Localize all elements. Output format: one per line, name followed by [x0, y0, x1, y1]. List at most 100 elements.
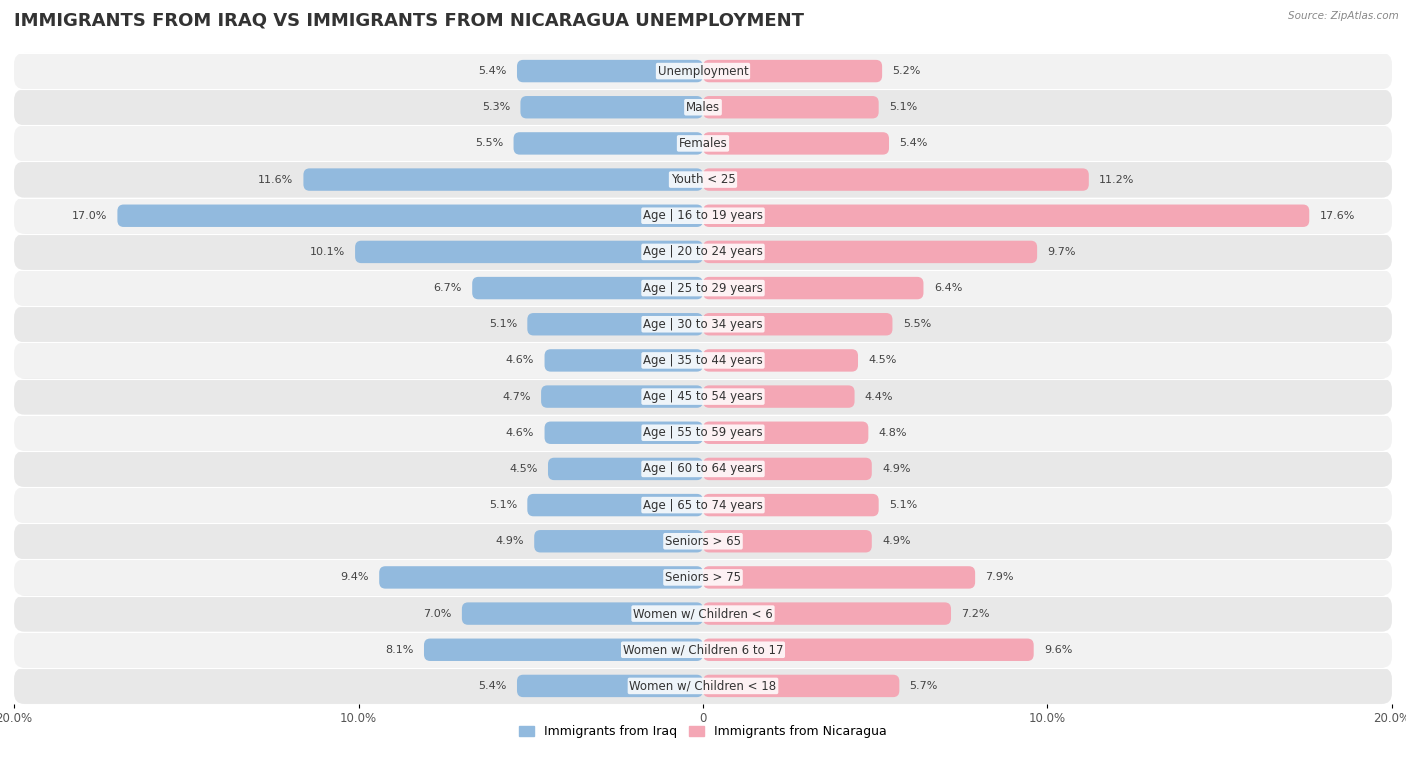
Text: Females: Females: [679, 137, 727, 150]
FancyBboxPatch shape: [14, 596, 1392, 631]
Text: 11.2%: 11.2%: [1099, 175, 1135, 185]
FancyBboxPatch shape: [14, 342, 1392, 378]
FancyBboxPatch shape: [703, 96, 879, 118]
Text: 5.5%: 5.5%: [475, 139, 503, 148]
FancyBboxPatch shape: [703, 458, 872, 480]
Text: 10.1%: 10.1%: [309, 247, 344, 257]
FancyBboxPatch shape: [14, 234, 1392, 270]
Text: 17.0%: 17.0%: [72, 210, 107, 221]
Text: Youth < 25: Youth < 25: [671, 173, 735, 186]
FancyBboxPatch shape: [14, 487, 1392, 523]
Text: Unemployment: Unemployment: [658, 64, 748, 77]
Text: 4.9%: 4.9%: [882, 464, 911, 474]
Text: 4.9%: 4.9%: [495, 536, 524, 547]
Text: 11.6%: 11.6%: [257, 175, 292, 185]
FancyBboxPatch shape: [14, 198, 1392, 234]
Text: 6.4%: 6.4%: [934, 283, 962, 293]
Text: Males: Males: [686, 101, 720, 114]
FancyBboxPatch shape: [14, 53, 1392, 89]
FancyBboxPatch shape: [461, 603, 703, 625]
Text: 5.1%: 5.1%: [489, 319, 517, 329]
FancyBboxPatch shape: [544, 349, 703, 372]
FancyBboxPatch shape: [703, 349, 858, 372]
FancyBboxPatch shape: [703, 385, 855, 408]
FancyBboxPatch shape: [703, 639, 1033, 661]
Legend: Immigrants from Iraq, Immigrants from Nicaragua: Immigrants from Iraq, Immigrants from Ni…: [513, 721, 893, 743]
FancyBboxPatch shape: [14, 306, 1392, 342]
Text: 5.1%: 5.1%: [889, 500, 917, 510]
FancyBboxPatch shape: [472, 277, 703, 299]
FancyBboxPatch shape: [517, 60, 703, 83]
Text: 4.8%: 4.8%: [879, 428, 907, 438]
FancyBboxPatch shape: [380, 566, 703, 589]
Text: 5.2%: 5.2%: [893, 66, 921, 76]
Text: 5.1%: 5.1%: [489, 500, 517, 510]
Text: Age | 65 to 74 years: Age | 65 to 74 years: [643, 499, 763, 512]
FancyBboxPatch shape: [703, 603, 950, 625]
Text: 8.1%: 8.1%: [385, 645, 413, 655]
FancyBboxPatch shape: [356, 241, 703, 263]
Text: Age | 30 to 34 years: Age | 30 to 34 years: [643, 318, 763, 331]
Text: 4.6%: 4.6%: [506, 428, 534, 438]
Text: 4.7%: 4.7%: [502, 391, 531, 401]
Text: 4.6%: 4.6%: [506, 356, 534, 366]
FancyBboxPatch shape: [703, 168, 1088, 191]
Text: Seniors > 75: Seniors > 75: [665, 571, 741, 584]
Text: 7.2%: 7.2%: [962, 609, 990, 618]
Text: 6.7%: 6.7%: [433, 283, 461, 293]
Text: Source: ZipAtlas.com: Source: ZipAtlas.com: [1288, 11, 1399, 21]
FancyBboxPatch shape: [517, 674, 703, 697]
Text: Women w/ Children < 6: Women w/ Children < 6: [633, 607, 773, 620]
Text: 4.5%: 4.5%: [509, 464, 537, 474]
FancyBboxPatch shape: [14, 668, 1392, 704]
FancyBboxPatch shape: [703, 60, 882, 83]
Text: 9.6%: 9.6%: [1045, 645, 1073, 655]
Text: 5.3%: 5.3%: [482, 102, 510, 112]
Text: Women w/ Children < 18: Women w/ Children < 18: [630, 680, 776, 693]
Text: Age | 45 to 54 years: Age | 45 to 54 years: [643, 390, 763, 403]
Text: 7.0%: 7.0%: [423, 609, 451, 618]
FancyBboxPatch shape: [513, 132, 703, 154]
Text: 9.4%: 9.4%: [340, 572, 368, 582]
FancyBboxPatch shape: [425, 639, 703, 661]
FancyBboxPatch shape: [703, 313, 893, 335]
Text: Age | 16 to 19 years: Age | 16 to 19 years: [643, 209, 763, 223]
FancyBboxPatch shape: [14, 559, 1392, 596]
Text: 5.5%: 5.5%: [903, 319, 931, 329]
FancyBboxPatch shape: [117, 204, 703, 227]
FancyBboxPatch shape: [541, 385, 703, 408]
FancyBboxPatch shape: [14, 415, 1392, 451]
Text: 4.4%: 4.4%: [865, 391, 893, 401]
FancyBboxPatch shape: [544, 422, 703, 444]
Text: Age | 25 to 29 years: Age | 25 to 29 years: [643, 282, 763, 294]
Text: Age | 35 to 44 years: Age | 35 to 44 years: [643, 354, 763, 367]
FancyBboxPatch shape: [534, 530, 703, 553]
FancyBboxPatch shape: [14, 631, 1392, 668]
Text: 5.7%: 5.7%: [910, 681, 938, 691]
FancyBboxPatch shape: [527, 313, 703, 335]
Text: 5.4%: 5.4%: [478, 681, 506, 691]
FancyBboxPatch shape: [14, 451, 1392, 487]
Text: Age | 60 to 64 years: Age | 60 to 64 years: [643, 463, 763, 475]
FancyBboxPatch shape: [14, 378, 1392, 415]
Text: Age | 55 to 59 years: Age | 55 to 59 years: [643, 426, 763, 439]
FancyBboxPatch shape: [527, 494, 703, 516]
FancyBboxPatch shape: [520, 96, 703, 118]
Text: Women w/ Children 6 to 17: Women w/ Children 6 to 17: [623, 643, 783, 656]
Text: Age | 20 to 24 years: Age | 20 to 24 years: [643, 245, 763, 258]
FancyBboxPatch shape: [548, 458, 703, 480]
FancyBboxPatch shape: [703, 204, 1309, 227]
Text: 9.7%: 9.7%: [1047, 247, 1076, 257]
Text: 17.6%: 17.6%: [1320, 210, 1355, 221]
FancyBboxPatch shape: [14, 270, 1392, 306]
Text: 5.4%: 5.4%: [900, 139, 928, 148]
FancyBboxPatch shape: [14, 89, 1392, 126]
Text: 5.1%: 5.1%: [889, 102, 917, 112]
FancyBboxPatch shape: [703, 422, 869, 444]
Text: 4.9%: 4.9%: [882, 536, 911, 547]
FancyBboxPatch shape: [304, 168, 703, 191]
FancyBboxPatch shape: [703, 277, 924, 299]
Text: 5.4%: 5.4%: [478, 66, 506, 76]
FancyBboxPatch shape: [703, 132, 889, 154]
FancyBboxPatch shape: [14, 523, 1392, 559]
